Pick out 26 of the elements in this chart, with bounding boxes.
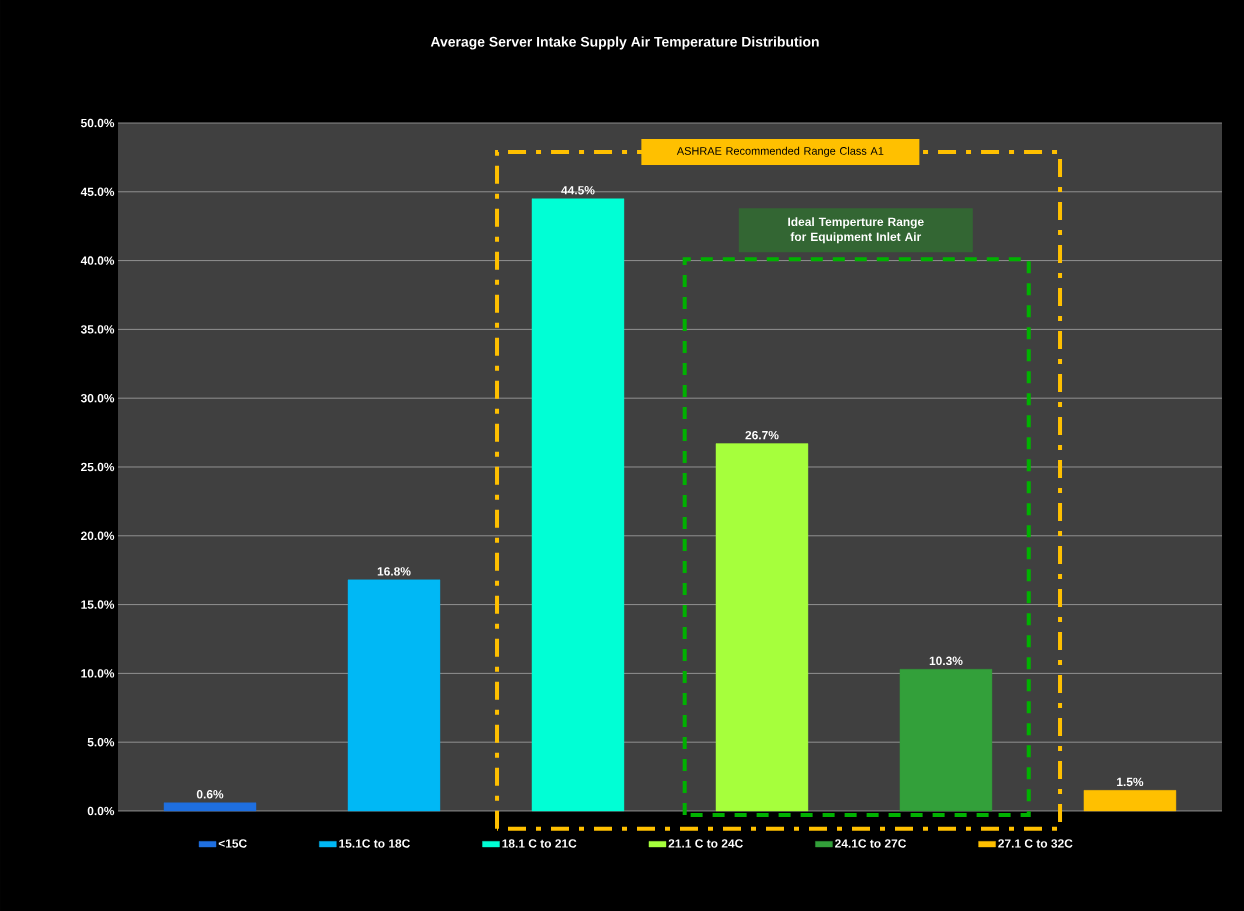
data-label: 1.5% — [1117, 777, 1144, 787]
annotation: ASHRAE Recommended Range Class A1 — [676, 146, 884, 157]
y-tick-label: 20.0% — [81, 531, 115, 541]
y-tick-label: 0.0% — [87, 806, 115, 816]
data-label: 0.6% — [196, 790, 224, 799]
legend-label: 18.1 C to 21C — [502, 839, 577, 848]
legend-label: 24.1C to 27C — [835, 839, 907, 848]
legend-label: 27.1 C to 32C — [998, 839, 1073, 848]
legend-label: <15C — [218, 839, 247, 848]
data-label: 10.3% — [929, 656, 963, 666]
annotation: Ideal Temperture Range for Equipment Inlet Air — [788, 217, 924, 244]
y-tick-label: 35.0% — [80, 325, 115, 334]
data-label: 26.7% — [745, 430, 779, 440]
data-label: 16.8% — [377, 567, 411, 576]
chart-title: Average Server Intake Supply Air Temperature Distribution — [430, 36, 819, 50]
data-label: 44.5% — [561, 186, 595, 195]
y-tick-label: 40.0% — [80, 256, 115, 265]
y-tick-label: 15.0% — [81, 600, 115, 609]
legend-label: 21.1 C to 24C — [668, 839, 743, 848]
y-tick-label: 45.0% — [80, 187, 115, 197]
y-tick-label: 30.0% — [80, 393, 115, 403]
y-tick-label: 25.0% — [81, 462, 115, 472]
y-tick-label: 5.0% — [87, 737, 115, 747]
y-tick-label: 10.0% — [81, 669, 115, 678]
legend-label: 15.1C to 18C — [339, 839, 410, 848]
y-tick-label: 50.0% — [80, 118, 115, 128]
